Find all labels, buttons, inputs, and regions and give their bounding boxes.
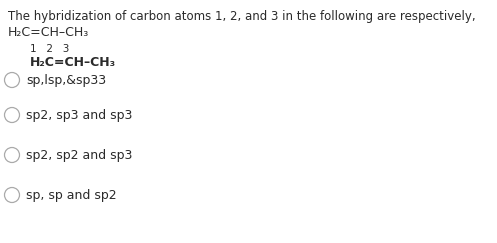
Text: H₂C=CH–CH₃: H₂C=CH–CH₃ — [8, 26, 89, 39]
Text: sp2, sp2 and sp3: sp2, sp2 and sp3 — [26, 148, 132, 162]
Text: sp, sp and sp2: sp, sp and sp2 — [26, 189, 117, 201]
Text: 1   2   3: 1 2 3 — [30, 44, 70, 54]
Text: The hybridization of carbon atoms 1, 2, and 3 in the following are respectively,: The hybridization of carbon atoms 1, 2, … — [8, 10, 476, 23]
Text: H₂C=CH–CH₃: H₂C=CH–CH₃ — [30, 56, 116, 69]
Text: sp,lsp,&sp33: sp,lsp,&sp33 — [26, 73, 106, 87]
Text: sp2, sp3 and sp3: sp2, sp3 and sp3 — [26, 109, 132, 122]
